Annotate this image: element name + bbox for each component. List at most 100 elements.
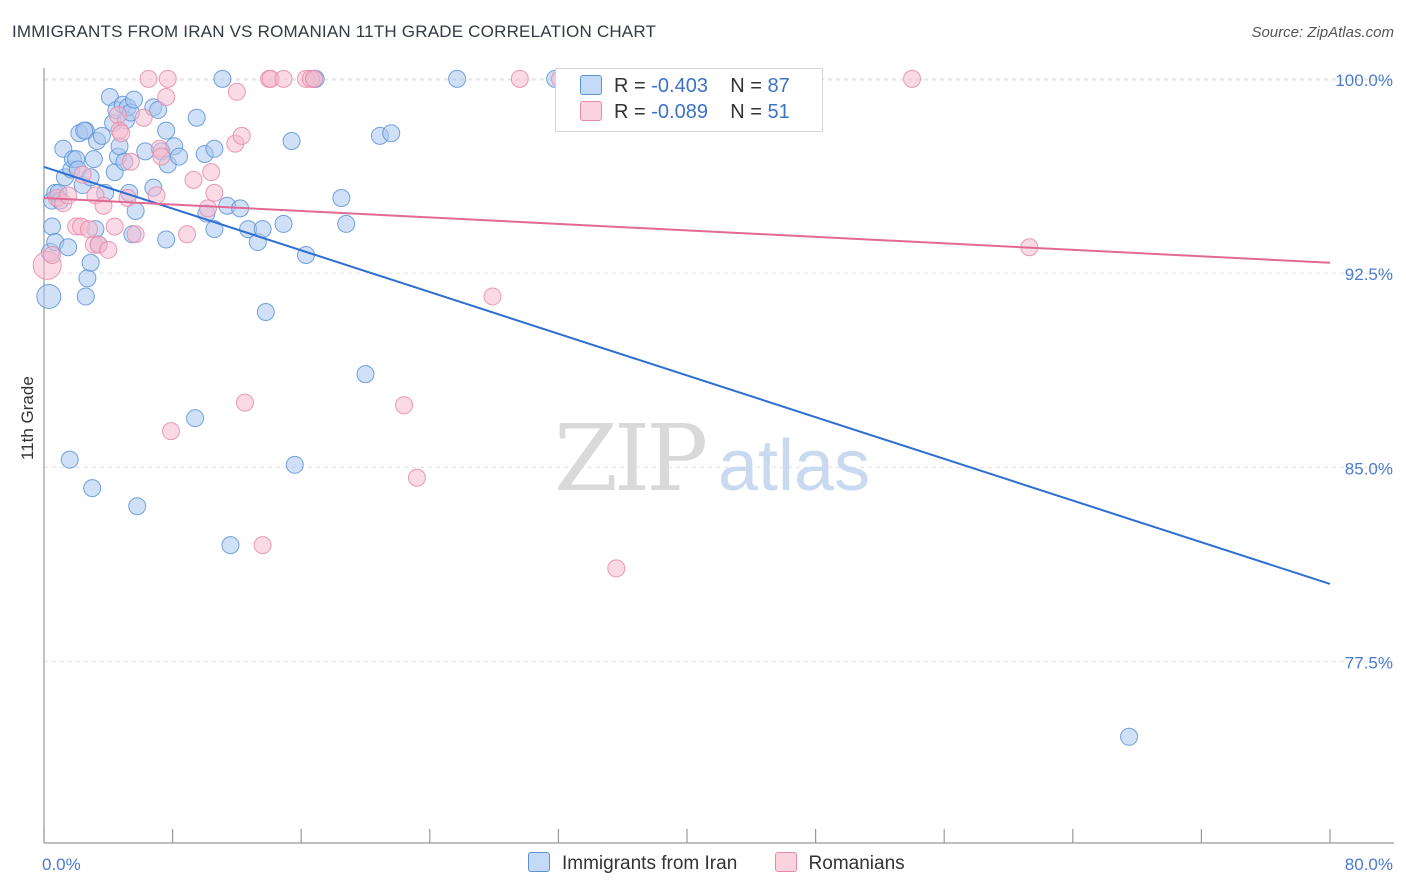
romanians-point	[121, 152, 140, 171]
romanians-point	[126, 225, 145, 244]
iran-point	[205, 139, 224, 158]
iran-point	[75, 121, 94, 140]
iran-point	[83, 479, 102, 498]
x-tick-labels: 0.0% 80.0%	[42, 855, 1393, 874]
iran-point	[157, 121, 176, 140]
y-tick-label: 85.0%	[1345, 459, 1393, 478]
watermark-atlas: atlas	[718, 426, 870, 506]
romanians-point	[108, 106, 127, 125]
y-tick-label: 100.0%	[1335, 71, 1393, 90]
romanians-point	[99, 240, 118, 259]
romanians-point	[407, 468, 426, 487]
trend-line-iran	[43, 165, 1331, 585]
legend-n-value: 87	[767, 75, 790, 97]
legend-label-romanians: Romanians	[808, 853, 905, 874]
romanians-point	[161, 422, 180, 441]
stats-legend: R = -0.403 N = 87 R = -0.089 N = 51	[555, 68, 823, 132]
romanians-point	[80, 220, 99, 239]
iran-point	[157, 230, 176, 249]
iran-point	[60, 450, 79, 469]
iran-point	[128, 497, 147, 516]
iran-point	[282, 132, 301, 151]
y-tick-label: 92.5%	[1345, 265, 1393, 284]
legend-n-label: N =	[730, 75, 762, 97]
iran-point	[332, 189, 351, 208]
iran-point	[84, 150, 103, 169]
romanians-point	[274, 69, 293, 88]
x-tick-label: 0.0%	[42, 855, 81, 874]
iran-point	[205, 220, 224, 239]
iran-point	[36, 283, 62, 309]
y-axis-label: 11th Grade	[18, 376, 37, 460]
legend-label-iran: Immigrants from Iran	[562, 853, 738, 874]
iran-point	[337, 214, 356, 233]
legend-item-iran[interactable]: Immigrants from Iran	[528, 852, 737, 875]
romanians-point	[139, 69, 158, 88]
iran-point	[274, 214, 293, 233]
romanians-point	[59, 186, 78, 205]
iran-point	[221, 536, 240, 555]
romanians-point	[198, 199, 217, 218]
romanians-point	[134, 108, 153, 127]
iran-point	[59, 238, 78, 257]
legend-row-iran: R = -0.403 N = 87	[580, 75, 790, 99]
legend-n-label: N =	[730, 101, 762, 123]
iran-point	[448, 69, 467, 88]
series-legend: Immigrants from Iran Romanians	[528, 852, 937, 875]
romanians-point	[157, 87, 176, 106]
romanians-point	[202, 163, 221, 182]
iran-point	[149, 100, 168, 119]
romanians-point	[903, 69, 922, 88]
iran-point	[356, 365, 375, 384]
romanians-point	[43, 245, 62, 264]
iran-point	[170, 147, 189, 166]
iran-point	[43, 217, 62, 236]
romanians-point	[483, 287, 502, 306]
romanians-point	[184, 170, 203, 189]
iran-point	[213, 69, 232, 88]
legend-item-romanians[interactable]: Romanians	[774, 852, 905, 875]
romanians-point	[305, 69, 324, 88]
romanians-point	[158, 69, 177, 88]
romanians-point	[607, 559, 626, 578]
y-tick-label: 77.5%	[1345, 654, 1393, 673]
romanians-point	[232, 126, 251, 145]
romanians-point	[510, 69, 529, 88]
romanians-point	[395, 396, 414, 415]
watermark-zip: ZIP	[554, 405, 705, 512]
romanians-point	[112, 124, 131, 143]
source-label: Source: ZipAtlas.com	[1251, 24, 1394, 41]
legend-swatch-iran	[528, 852, 550, 872]
romanians-point	[227, 82, 246, 101]
trend-lines	[43, 165, 1331, 585]
iran-point	[1120, 727, 1139, 746]
iran-point	[256, 302, 275, 321]
romanians-point	[205, 183, 224, 202]
romanians-point	[253, 536, 272, 555]
romanians-point	[105, 217, 124, 236]
iran-point	[125, 90, 144, 109]
legend-row-romanians: R = -0.089 N = 51	[580, 101, 790, 125]
iran-point	[186, 409, 205, 428]
iran-point	[78, 269, 97, 288]
iran-point	[76, 287, 95, 306]
legend-r-label: R =	[614, 101, 646, 123]
iran-point	[382, 124, 401, 143]
legend-n-value: 51	[767, 101, 790, 123]
legend-swatch-romanians	[774, 852, 797, 872]
romanians-point	[235, 393, 254, 412]
legend-r-value: -0.089	[651, 101, 708, 123]
legend-swatch-iran	[580, 75, 602, 95]
iran-point	[92, 126, 111, 145]
gridlines	[44, 78, 1394, 663]
trend-line-romanians	[43, 197, 1331, 264]
romanians-point	[178, 225, 197, 244]
legend-swatch-romanians	[580, 101, 602, 121]
iran-point	[81, 253, 100, 272]
chart-title: IMMIGRANTS FROM IRAN VS ROMANIAN 11TH GR…	[12, 22, 657, 41]
y-tick-labels: 100.0% 92.5% 85.0% 77.5%	[1335, 71, 1393, 673]
legend-r-label: R =	[614, 75, 646, 97]
iran-point	[285, 455, 304, 474]
series-romanians-points	[32, 69, 1039, 578]
